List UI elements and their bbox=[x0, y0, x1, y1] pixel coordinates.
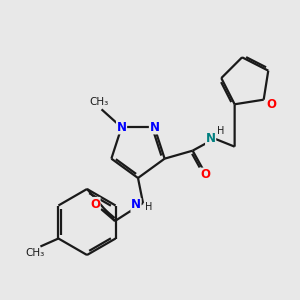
Text: O: O bbox=[90, 197, 100, 211]
Text: H: H bbox=[145, 202, 153, 212]
Text: CH₃: CH₃ bbox=[26, 248, 45, 259]
Text: H: H bbox=[217, 126, 224, 136]
Text: CH₃: CH₃ bbox=[89, 97, 108, 107]
Text: N: N bbox=[149, 121, 160, 134]
Text: O: O bbox=[267, 98, 277, 111]
Text: N: N bbox=[131, 199, 141, 212]
Text: N: N bbox=[116, 121, 127, 134]
Text: N: N bbox=[206, 132, 216, 145]
Text: O: O bbox=[201, 168, 211, 181]
